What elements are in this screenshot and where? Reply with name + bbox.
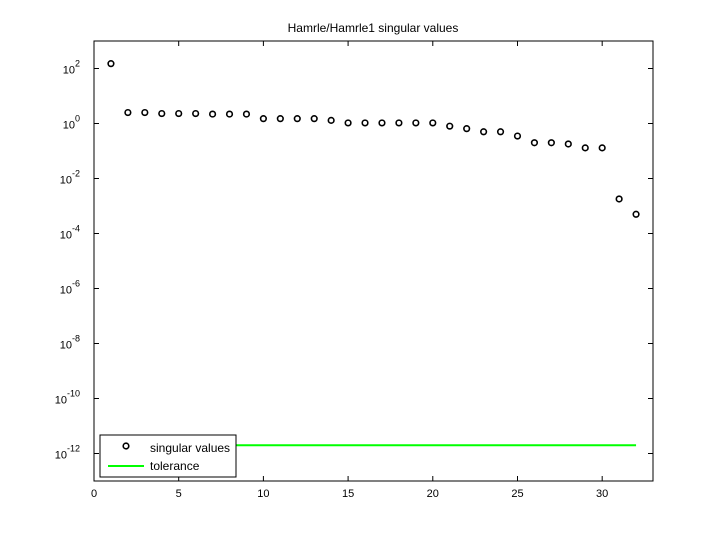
y-tick-exponent: -10 (67, 389, 80, 399)
y-tick-exponent: -6 (72, 279, 80, 289)
singular-value-point (124, 108, 132, 117)
singular-value-point (547, 139, 555, 147)
singular-value-point (361, 119, 369, 127)
x-tick-label: 20 (427, 488, 439, 500)
singular-value-point (141, 108, 149, 117)
y-tick-base: 10 (63, 120, 75, 132)
singular-value-point (293, 115, 301, 123)
singular-value-point (242, 110, 251, 118)
singular-value-point (395, 119, 403, 127)
legend: singular values tolerance (99, 434, 237, 478)
y-tick-exponent: 2 (75, 59, 80, 69)
singular-value-point (158, 109, 166, 118)
singular-value-point (581, 144, 589, 152)
y-tick-label: 102 (63, 59, 80, 77)
y-tick-label: 10-8 (60, 334, 80, 352)
singular-value-point (598, 144, 606, 152)
singular-value-point (175, 109, 183, 118)
singular-value-point (259, 115, 267, 123)
singular-value-point (513, 132, 522, 140)
singular-value-point (412, 119, 420, 127)
singular-value-point (429, 119, 437, 127)
x-tick-label: 5 (176, 488, 182, 500)
legend-marker-swatch (122, 442, 130, 450)
singular-value-point (378, 119, 386, 127)
singular-value-point (530, 139, 539, 147)
singular-value-point (463, 125, 471, 133)
singular-value-point (344, 119, 352, 127)
plot-frame (93, 40, 654, 482)
y-tick-label: 10-2 (60, 169, 80, 187)
series-layer (107, 60, 640, 447)
y-tick-base: 10 (55, 395, 67, 407)
y-tick-base: 10 (63, 65, 75, 77)
y-tick-base: 10 (60, 340, 72, 352)
legend-box (99, 434, 237, 478)
y-tick-exponent: -8 (72, 334, 80, 344)
y-tick-base: 10 (60, 230, 72, 242)
y-tick-label: 100 (63, 114, 80, 132)
chart-title: Hamrle/Hamrle1 singular values (288, 21, 459, 35)
x-tick-label: 0 (91, 488, 97, 500)
x-tick-label: 10 (257, 488, 269, 500)
singular-value-point (480, 128, 488, 136)
singular-value-point (208, 110, 217, 118)
y-tick-base: 10 (55, 450, 67, 462)
y-tick-base: 10 (60, 285, 72, 297)
singular-value-point (107, 60, 115, 68)
singular-value-point (615, 195, 623, 203)
x-tick-label: 25 (511, 488, 523, 500)
singular-value-point (327, 116, 335, 124)
y-tick-base: 10 (60, 175, 72, 187)
y-tick-label: 10-4 (60, 224, 80, 242)
y-tick-exponent: 0 (75, 114, 80, 124)
singular-value-point (632, 210, 640, 218)
singular-value-point (446, 122, 454, 130)
singular-value-point (310, 115, 318, 123)
y-tick-exponent: -12 (67, 444, 80, 454)
y-tick-label: 10-6 (60, 279, 80, 297)
y-tick-exponent: -2 (72, 169, 80, 179)
y-tick-exponent: -4 (72, 224, 80, 234)
x-tick-label: 30 (596, 488, 608, 500)
singular-value-point (496, 128, 505, 136)
singular-value-point (192, 109, 200, 118)
singular-value-point (276, 115, 284, 123)
y-tick-label: 10-12 (55, 444, 80, 462)
legend-label: tolerance (150, 459, 200, 473)
legend-label: singular values (150, 441, 230, 455)
x-tick-label: 15 (342, 488, 354, 500)
y-tick-label: 10-10 (55, 389, 80, 407)
singular-value-point (225, 110, 234, 118)
singular-value-point (564, 140, 572, 148)
x-axis: 0 5 10 15 20 25 30 (91, 41, 608, 500)
